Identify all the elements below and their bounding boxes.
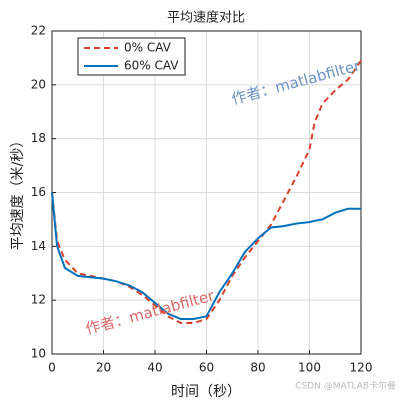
y-tick-label: 12 (31, 293, 46, 307)
x-tick-label: 40 (147, 361, 162, 375)
x-axis-label: 时间（秒） (171, 384, 241, 400)
y-tick-label: 10 (31, 347, 46, 361)
legend-box (77, 37, 186, 76)
x-tick-label: 100 (298, 361, 321, 375)
legend-label: 0% CAV (124, 41, 172, 55)
x-tick-label: 120 (350, 361, 373, 375)
y-tick-label: 20 (31, 77, 46, 91)
y-tick-label: 14 (31, 239, 46, 253)
chart-title: 平均速度对比 (167, 10, 245, 26)
y-axis-label: 平均速度（米/秒） (10, 134, 26, 251)
x-tick-label: 0 (48, 361, 56, 375)
y-tick-label: 22 (31, 24, 46, 38)
annotation: 作者：matlabfilter (230, 56, 363, 108)
y-tick-label: 16 (31, 185, 46, 199)
annotation: CSDN @MATLAB卡尔曼 (295, 380, 396, 392)
legend-label: 60% CAV (124, 59, 179, 73)
x-tick-label: 60 (199, 361, 214, 375)
series-line (51, 192, 361, 320)
y-tick-label: 18 (31, 131, 46, 145)
x-tick-label: 20 (96, 361, 111, 375)
x-tick-label: 80 (250, 361, 265, 375)
